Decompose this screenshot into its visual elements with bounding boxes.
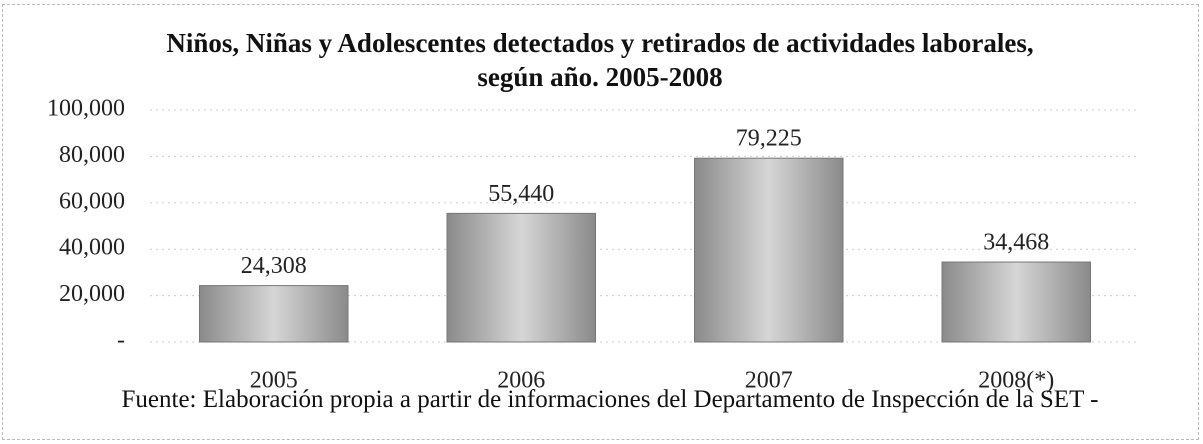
- source-note: Fuente: Elaboración propia a partir de i…: [121, 386, 1099, 413]
- chart-title: Niños, Niñas y Adolescentes detectados y…: [166, 28, 1034, 92]
- bar: [694, 157, 844, 343]
- bar: [941, 261, 1091, 343]
- y-tick-label: -: [117, 328, 125, 354]
- y-tick-label: 100,000: [47, 96, 125, 122]
- x-tick-label: 2006: [497, 368, 545, 394]
- x-tick-label: 2005: [250, 368, 298, 394]
- data-label: 24,308: [241, 253, 307, 279]
- y-tick-label: 20,000: [59, 281, 125, 307]
- data-label: 34,468: [983, 230, 1049, 256]
- data-label: 55,440: [488, 181, 554, 207]
- data-label: 79,225: [736, 126, 802, 152]
- bar: [199, 285, 349, 343]
- y-tick-label: 60,000: [59, 188, 125, 214]
- y-tick-label: 80,000: [59, 142, 125, 168]
- bar: [446, 212, 596, 343]
- y-tick-label: 40,000: [59, 235, 125, 261]
- chart-frame: [2, 4, 1199, 440]
- x-tick-label: 2007: [745, 368, 793, 394]
- x-tick-label: 2008(*): [978, 368, 1054, 394]
